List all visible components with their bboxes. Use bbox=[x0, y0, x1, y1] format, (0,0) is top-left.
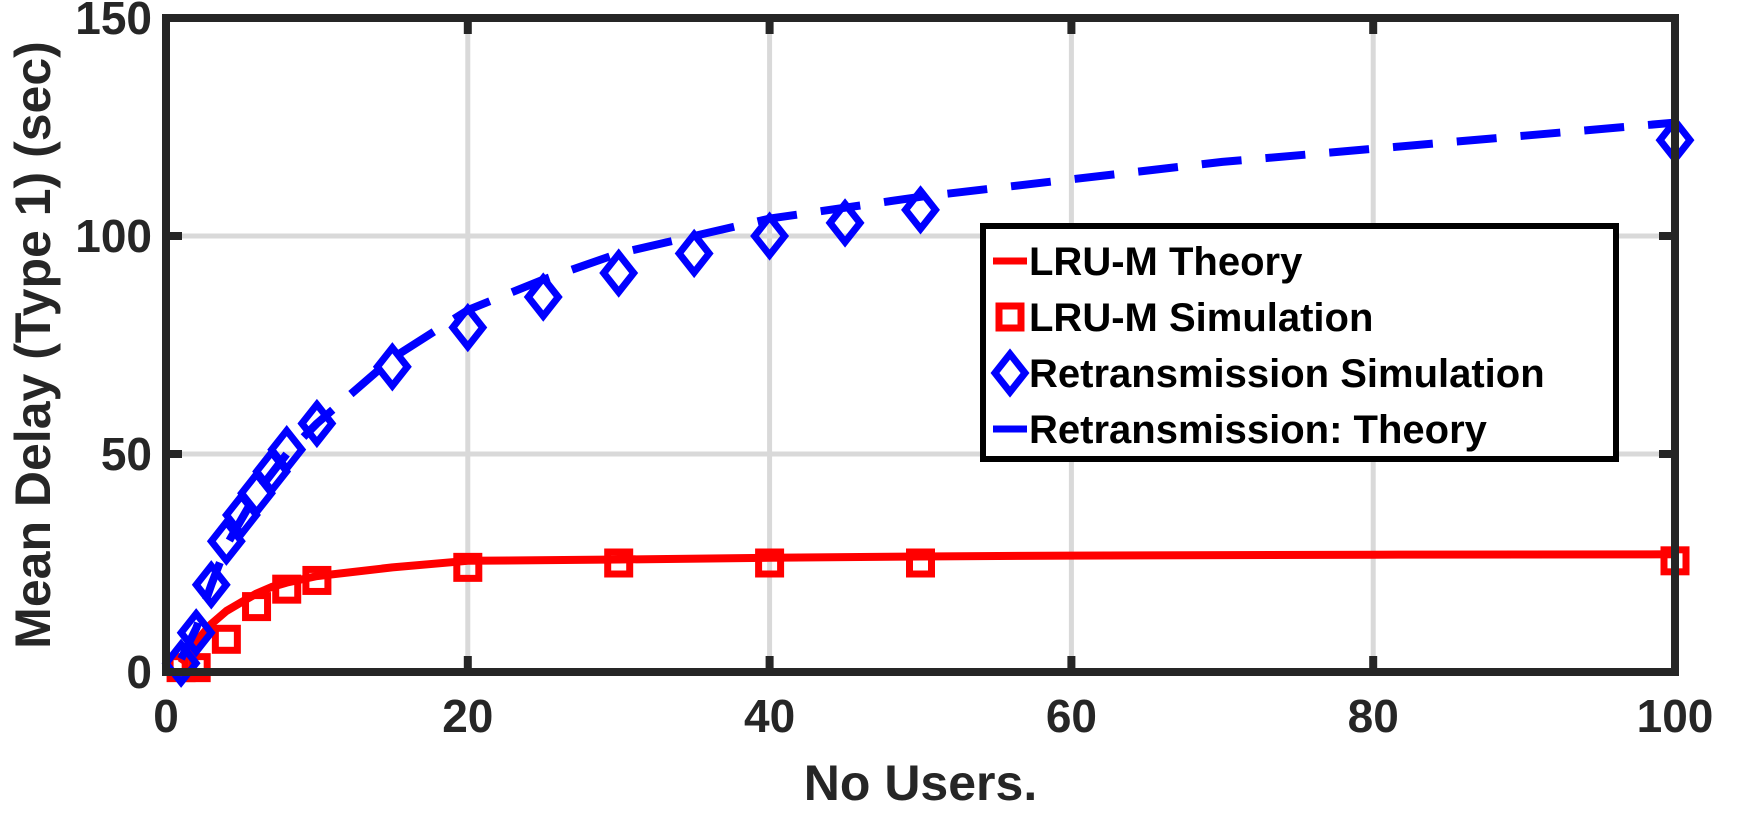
tick-layer: 0 20 40 60 80 100 0 50 100 150 bbox=[75, 0, 1713, 742]
lru-m-simulation-legend-swatch bbox=[995, 302, 1025, 332]
lru-m-simulation-point bbox=[453, 552, 483, 582]
lru-m-theory-legend-label: LRU-M Theory bbox=[1029, 240, 1303, 284]
x-tick-label: 0 bbox=[153, 690, 179, 742]
retransmission-simulation-point bbox=[901, 185, 940, 235]
retransmission-simulation-point bbox=[372, 342, 412, 392]
retransmission-simulation-point bbox=[599, 248, 639, 298]
plot-frame bbox=[162, 14, 1679, 676]
retransmission-theory-line bbox=[177, 118, 1676, 661]
lru-m-simulation-point bbox=[604, 548, 634, 578]
retransmission-simulation-point bbox=[750, 211, 790, 261]
lru-m-simulation-point bbox=[211, 624, 241, 654]
retransmission-simulation-legend-label: Retransmission Simulation bbox=[1029, 352, 1545, 396]
retransmission-simulation-point bbox=[161, 638, 201, 688]
lru-m-simulation-point bbox=[906, 548, 935, 578]
y-tick-label: 150 bbox=[75, 0, 152, 44]
retransmission-simulation-point bbox=[191, 560, 231, 610]
lru-m-simulation-point bbox=[302, 565, 332, 595]
legend: LRU-M Theory LRU-M Simulation Retransmissi… bbox=[980, 223, 1619, 462]
x-tick-label: 100 bbox=[1637, 690, 1714, 742]
lru-m-simulation-point bbox=[272, 574, 302, 604]
y-tick-label: 0 bbox=[126, 646, 152, 698]
x-tick-label: 20 bbox=[442, 690, 493, 742]
y-axis-title: Mean Delay (Type 1) (sec) bbox=[5, 41, 61, 649]
retransmission-simulation-point bbox=[523, 272, 563, 322]
x-tick-label: 80 bbox=[1348, 690, 1399, 742]
lru-m-theory-line bbox=[177, 550, 1676, 666]
lru-m-simulation-legend-label: LRU-M Simulation bbox=[1029, 296, 1373, 340]
x-axis-title: No Users. bbox=[804, 755, 1037, 811]
retransmission-simulation-point bbox=[825, 198, 865, 248]
x-tick-label: 40 bbox=[744, 690, 795, 742]
lru-m-simulation-point bbox=[242, 592, 272, 622]
retransmission-simulation-legend-swatch bbox=[990, 348, 1030, 398]
retransmission-simulation-point bbox=[176, 608, 216, 658]
retransmission-simulation-point bbox=[267, 424, 307, 475]
retransmission-simulation-point bbox=[674, 228, 714, 279]
legend-box bbox=[980, 223, 1619, 462]
retransmission-theory-legend-label: Retransmission: Theory bbox=[1029, 408, 1488, 452]
x-tick-label: 60 bbox=[1046, 690, 1097, 742]
lru-m-simulation-point bbox=[755, 548, 785, 578]
series-layer bbox=[161, 115, 1695, 688]
retransmission-simulation-point bbox=[448, 302, 488, 353]
y-tick-label: 100 bbox=[75, 210, 152, 262]
y-tick-label: 50 bbox=[101, 428, 152, 480]
